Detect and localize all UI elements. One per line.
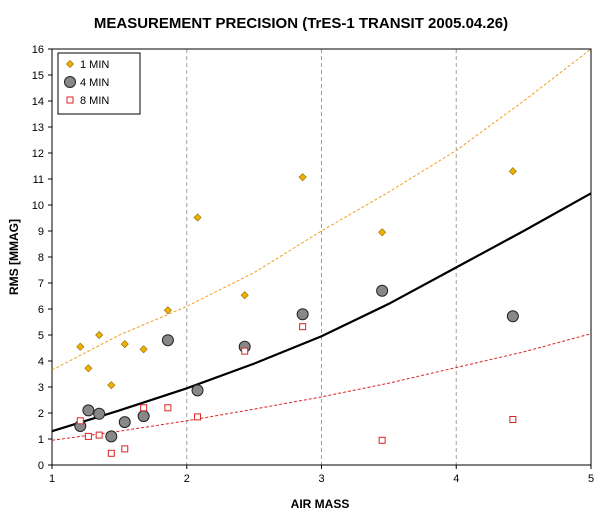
point-1min: [193, 213, 202, 222]
legend-item-1min-label: 1 MIN: [80, 59, 109, 71]
point-8min: [140, 404, 148, 412]
y-tick-label: 13: [32, 122, 44, 134]
legend: 1 MIN 4 MIN 8 MIN: [57, 52, 141, 115]
y-tick-label: 10: [32, 200, 44, 212]
y-tick-label: 9: [38, 226, 44, 238]
point-8min: [76, 417, 84, 425]
data-points: [74, 167, 519, 457]
x-axis-label: AIR MASS: [291, 497, 350, 511]
point-4min: [161, 334, 174, 347]
point-1min: [139, 345, 148, 354]
point-8min: [164, 404, 172, 412]
point-8min: [95, 431, 103, 439]
point-1min: [240, 291, 249, 300]
x-tick-label: 4: [453, 473, 459, 485]
x-tick-label: 1: [49, 473, 55, 485]
point-4min: [506, 310, 519, 323]
point-1min: [120, 340, 129, 349]
trend-line-1min: [51, 48, 592, 371]
y-tick-label: 14: [32, 96, 44, 108]
point-4min: [105, 430, 118, 443]
point-1min: [298, 173, 307, 182]
y-tick-label: 15: [32, 70, 44, 82]
legend-items: 1 MIN 4 MIN 8 MIN: [64, 59, 109, 107]
legend-item-8min-label: 8 MIN: [80, 95, 109, 107]
point-8min: [84, 432, 92, 440]
x-tick-label: 2: [184, 473, 190, 485]
point-8min: [509, 416, 517, 423]
y-tick-label: 1: [38, 434, 44, 446]
y-tick-label: 12: [32, 148, 44, 160]
y-tick-label: 8: [38, 252, 44, 264]
point-4min: [376, 284, 389, 297]
point-8min: [107, 449, 115, 457]
y-axis-label: RMS [MMAG]: [7, 219, 21, 295]
y-tick-label: 6: [38, 304, 44, 316]
point-8min: [299, 323, 307, 331]
chart-title: MEASUREMENT PRECISION (TrES-1 TRANSIT 20…: [94, 15, 508, 32]
point-8min: [378, 436, 386, 444]
point-4min: [137, 410, 150, 423]
trend-lines: [51, 48, 592, 441]
grid: [186, 49, 457, 465]
point-1min: [76, 342, 85, 351]
trend-line-8min: [51, 333, 592, 441]
y-tick-label: 3: [38, 382, 44, 394]
point-4min: [191, 384, 204, 397]
y-tick-label: 2: [38, 408, 44, 420]
x-tick-label: 5: [588, 473, 594, 485]
point-1min: [508, 167, 517, 176]
point-8min: [194, 413, 202, 421]
y-tick-label: 16: [32, 44, 44, 56]
point-4min: [93, 407, 106, 420]
point-4min: [82, 404, 95, 417]
legend-item-4min-label: 4 MIN: [80, 77, 109, 89]
point-4min: [296, 308, 309, 321]
point-1min: [107, 381, 116, 390]
y-tick-label: 0: [38, 460, 44, 472]
y-tick-label: 4: [38, 356, 44, 368]
legend-item-8min-marker: [66, 96, 74, 104]
legend-item-1min-marker: [65, 59, 75, 69]
y-tick-label: 11: [33, 174, 44, 186]
x-tick-label: 3: [318, 473, 324, 485]
point-1min: [84, 364, 93, 373]
point-8min: [241, 347, 249, 355]
point-1min: [378, 228, 387, 237]
point-1min: [163, 306, 172, 315]
point-1min: [95, 330, 104, 340]
y-tick-label: 7: [38, 278, 44, 290]
point-8min: [121, 445, 129, 453]
trend-line-4min: [51, 192, 592, 433]
legend-item-4min-marker: [64, 76, 76, 88]
point-4min: [118, 416, 131, 429]
y-tick-label: 5: [38, 330, 44, 342]
